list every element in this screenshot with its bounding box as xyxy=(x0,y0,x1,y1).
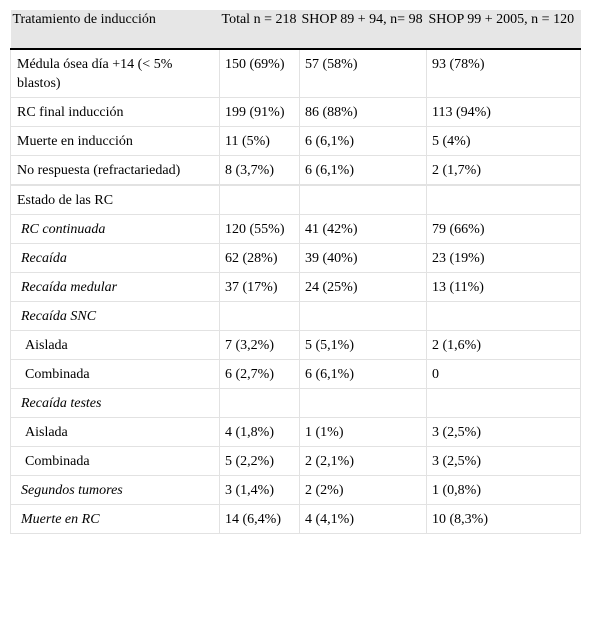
row-label: Recaída SNC xyxy=(10,301,220,331)
cell-shop-99-2005 xyxy=(426,185,581,215)
table-row: No respuesta (refractariedad) 8 (3,7%) 6… xyxy=(10,155,581,185)
cell-total: 150 (69%) xyxy=(219,48,300,98)
header-treatment: Tratamiento de inducción xyxy=(10,10,220,50)
table-row: Muerte en RC 14 (6,4%) 4 (4,1%) 10 (8,3%… xyxy=(10,504,581,534)
cell-shop-89-94: 6 (6,1%) xyxy=(299,155,427,185)
row-label: Médula ósea día +14 (< 5% blastos) xyxy=(10,48,220,98)
row-label: Recaída medular xyxy=(10,272,220,302)
cell-total: 6 (2,7%) xyxy=(219,359,300,389)
table-row: Segundos tumores 3 (1,4%) 2 (2%) 1 (0,8%… xyxy=(10,475,581,505)
row-label: No respuesta (refractariedad) xyxy=(10,155,220,185)
row-label: Aislada xyxy=(10,330,220,360)
cell-total: 62 (28%) xyxy=(219,243,300,273)
cell-shop-89-94: 86 (88%) xyxy=(299,97,427,127)
cell-shop-99-2005: 3 (2,5%) xyxy=(426,417,581,447)
cell-total: 3 (1,4%) xyxy=(219,475,300,505)
table-row: Recaída SNC xyxy=(10,301,581,331)
row-label: Muerte en inducción xyxy=(10,126,220,156)
cell-shop-99-2005 xyxy=(426,388,581,418)
table-row: Combinada 5 (2,2%) 2 (2,1%) 3 (2,5%) xyxy=(10,446,581,476)
table-row: Médula ósea día +14 (< 5% blastos) 150 (… xyxy=(10,48,581,98)
cell-shop-99-2005: 1 (0,8%) xyxy=(426,475,581,505)
cell-shop-99-2005 xyxy=(426,301,581,331)
cell-shop-89-94 xyxy=(299,301,427,331)
cell-total: 120 (55%) xyxy=(219,214,300,244)
row-label: Segundos tumores xyxy=(10,475,220,505)
cell-shop-99-2005: 2 (1,7%) xyxy=(426,155,581,185)
row-label: Combinada xyxy=(10,446,220,476)
row-label: Aislada xyxy=(10,417,220,447)
table-row: RC final inducción 199 (91%) 86 (88%) 11… xyxy=(10,97,581,127)
row-label: RC final inducción xyxy=(10,97,220,127)
row-label: Recaída testes xyxy=(10,388,220,418)
cell-shop-89-94: 57 (58%) xyxy=(299,48,427,98)
cell-total: 11 (5%) xyxy=(219,126,300,156)
results-table: Tratamiento de inducción Total n = 218 S… xyxy=(10,10,581,534)
header-total: Total n = 218 xyxy=(219,10,300,50)
table-row: Recaída 62 (28%) 39 (40%) 23 (19%) xyxy=(10,243,581,273)
cell-total: 199 (91%) xyxy=(219,97,300,127)
table-row: RC continuada 120 (55%) 41 (42%) 79 (66%… xyxy=(10,214,581,244)
header-shop-99-2005: SHOP 99 + 2005, n = 120 xyxy=(426,10,581,50)
cell-shop-99-2005: 10 (8,3%) xyxy=(426,504,581,534)
cell-total: 8 (3,7%) xyxy=(219,155,300,185)
table-row: Combinada 6 (2,7%) 6 (6,1%) 0 xyxy=(10,359,581,389)
cell-shop-89-94: 39 (40%) xyxy=(299,243,427,273)
cell-shop-89-94: 41 (42%) xyxy=(299,214,427,244)
table-row: Aislada 4 (1,8%) 1 (1%) 3 (2,5%) xyxy=(10,417,581,447)
row-label: Recaída xyxy=(10,243,220,273)
cell-shop-99-2005: 0 xyxy=(426,359,581,389)
cell-shop-89-94: 2 (2,1%) xyxy=(299,446,427,476)
table-row: Aislada 7 (3,2%) 5 (5,1%) 2 (1,6%) xyxy=(10,330,581,360)
cell-shop-89-94: 4 (4,1%) xyxy=(299,504,427,534)
cell-total: 5 (2,2%) xyxy=(219,446,300,476)
row-label: Muerte en RC xyxy=(10,504,220,534)
cell-shop-89-94 xyxy=(299,388,427,418)
cell-shop-89-94 xyxy=(299,185,427,215)
cell-shop-99-2005: 5 (4%) xyxy=(426,126,581,156)
cell-shop-99-2005: 13 (11%) xyxy=(426,272,581,302)
cell-shop-99-2005: 79 (66%) xyxy=(426,214,581,244)
cell-shop-99-2005: 93 (78%) xyxy=(426,48,581,98)
cell-total xyxy=(219,301,300,331)
cell-total xyxy=(219,185,300,215)
cell-total: 37 (17%) xyxy=(219,272,300,302)
header-shop-89-94: SHOP 89 + 94, n= 98 xyxy=(299,10,427,50)
cell-total: 14 (6,4%) xyxy=(219,504,300,534)
cell-shop-89-94: 2 (2%) xyxy=(299,475,427,505)
cell-shop-99-2005: 3 (2,5%) xyxy=(426,446,581,476)
section-label: Estado de las RC xyxy=(10,185,220,215)
cell-total: 4 (1,8%) xyxy=(219,417,300,447)
cell-shop-99-2005: 23 (19%) xyxy=(426,243,581,273)
cell-shop-89-94: 24 (25%) xyxy=(299,272,427,302)
cell-total: 7 (3,2%) xyxy=(219,330,300,360)
section-row: Estado de las RC xyxy=(10,185,581,215)
cell-shop-89-94: 6 (6,1%) xyxy=(299,359,427,389)
table-row: Recaída medular 37 (17%) 24 (25%) 13 (11… xyxy=(10,272,581,302)
table-row: Muerte en inducción 11 (5%) 6 (6,1%) 5 (… xyxy=(10,126,581,156)
cell-shop-89-94: 5 (5,1%) xyxy=(299,330,427,360)
cell-shop-99-2005: 2 (1,6%) xyxy=(426,330,581,360)
cell-shop-89-94: 1 (1%) xyxy=(299,417,427,447)
cell-shop-99-2005: 113 (94%) xyxy=(426,97,581,127)
cell-total xyxy=(219,388,300,418)
cell-shop-89-94: 6 (6,1%) xyxy=(299,126,427,156)
table-row: Recaída testes xyxy=(10,388,581,418)
row-label: RC continuada xyxy=(10,214,220,244)
table-header-row: Tratamiento de inducción Total n = 218 S… xyxy=(10,10,581,50)
row-label: Combinada xyxy=(10,359,220,389)
